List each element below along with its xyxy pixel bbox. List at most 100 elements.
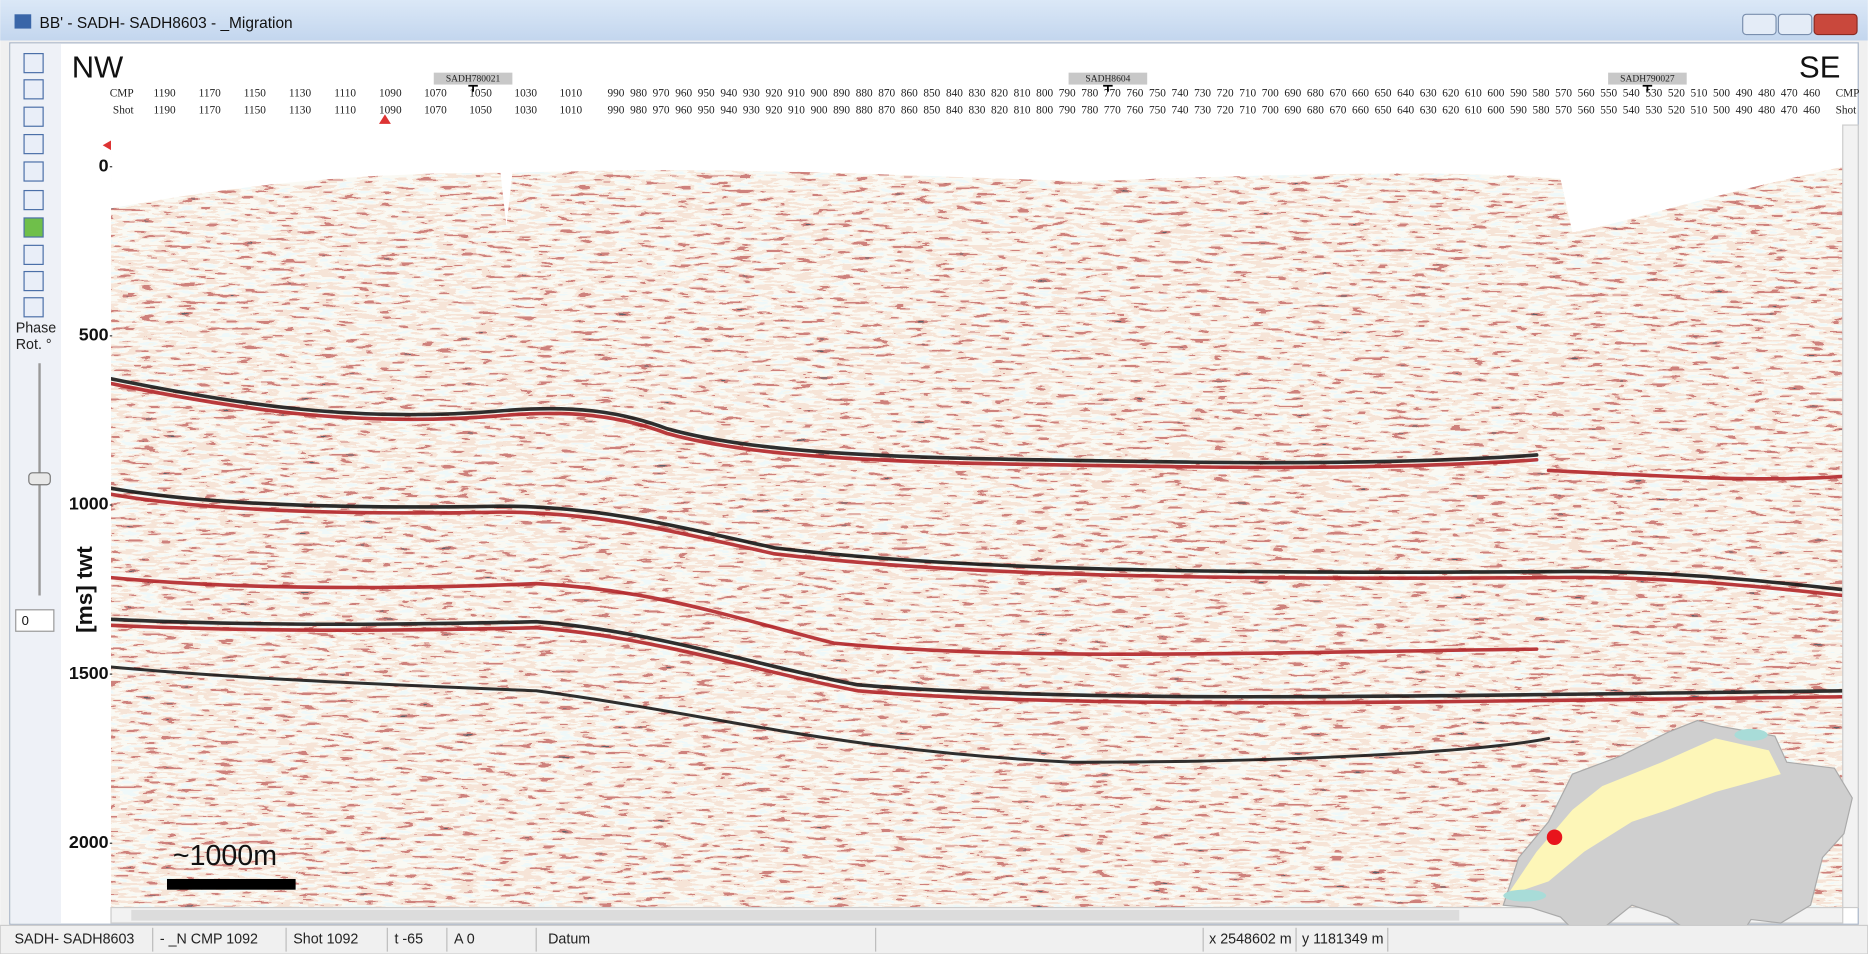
cmp-tick-label: 730 <box>1194 88 1211 100</box>
cmp-tick-label: 1130 <box>289 104 312 116</box>
tool-button[interactable] <box>24 272 43 291</box>
cmp-tick-label: 740 <box>1172 88 1189 100</box>
close-button[interactable] <box>1814 14 1857 34</box>
shot_row-label: Shot <box>113 104 135 116</box>
cmp-tick-label: 570 <box>1555 88 1572 100</box>
cmp-tick-label: 640 <box>1397 88 1414 100</box>
tool-button[interactable] <box>24 54 43 73</box>
well-label: SADH780021 <box>446 74 501 84</box>
phase-value: 0 <box>22 613 29 628</box>
cmp-tick-label: 590 <box>1510 104 1527 116</box>
cmp-tick-label: 1190 <box>154 88 177 100</box>
tool-button[interactable] <box>24 162 43 181</box>
y-tick-label: 500 <box>79 325 109 345</box>
phase-slider-thumb[interactable] <box>29 473 50 485</box>
cmp-tick-label: 700 <box>1262 88 1279 100</box>
scale-bar-label: ~1000m <box>173 840 277 872</box>
cmp-tick-label: 960 <box>675 88 692 100</box>
cmp-tick-label: 490 <box>1736 104 1753 116</box>
cmp-tick-label: 780 <box>1081 88 1098 100</box>
cmp-tick-label: 910 <box>788 104 805 116</box>
cmp-tick-label: 1070 <box>424 104 447 116</box>
cmp-tick-label: 680 <box>1307 88 1324 100</box>
cmp-tick-label: 1130 <box>289 88 312 100</box>
status-bar <box>0 925 1868 954</box>
status-field: Shot 1092 <box>293 931 358 947</box>
cmp-tick-label: 830 <box>969 104 986 116</box>
cmp-tick-label: 630 <box>1420 88 1437 100</box>
cmp-tick-label: 560 <box>1578 88 1595 100</box>
cmp-tick-label: 860 <box>901 88 918 100</box>
cmp-tick-label: 1190 <box>154 104 177 116</box>
cmp-tick-label: 540 <box>1623 104 1640 116</box>
cmp-tick-label: 520 <box>1668 88 1685 100</box>
cmp-tick-label: 950 <box>698 104 715 116</box>
cmp-tick-label: 990 <box>608 88 625 100</box>
cmp-tick-label: 780 <box>1081 104 1098 116</box>
status-field: A 0 <box>454 931 475 947</box>
cmp-tick-label: 980 <box>630 88 647 100</box>
cmp-tick-label: 470 <box>1781 104 1798 116</box>
map-lake <box>1734 729 1767 741</box>
cmp-tick-label: 960 <box>675 104 692 116</box>
cmp-tick-label: 1170 <box>199 88 222 100</box>
cmp-tick-label: 770 <box>1104 104 1121 116</box>
window-controls <box>1743 14 1857 34</box>
tool-button[interactable] <box>24 191 43 210</box>
cmp-tick-label: 830 <box>969 88 986 100</box>
cmp-tick-label: 670 <box>1330 88 1347 100</box>
tool-button[interactable] <box>24 298 43 317</box>
se-label: SE <box>1799 49 1840 84</box>
cmp-tick-label: 730 <box>1194 104 1211 116</box>
map-location-dot <box>1547 830 1562 845</box>
cmp-tick-label: 670 <box>1330 104 1347 116</box>
cmp-tick-label: 850 <box>923 104 940 116</box>
cmp-tick-label: 920 <box>765 88 782 100</box>
tool-button[interactable] <box>24 135 43 154</box>
tool-button[interactable] <box>24 80 43 99</box>
cmp-tick-label: 800 <box>1036 88 1053 100</box>
cmp-tick-label: 930 <box>743 104 760 116</box>
app-window: BB' - SADH- SADH8603 - _Migration Phase … <box>0 0 1868 954</box>
cmp-tick-label: 770 <box>1104 88 1121 100</box>
cmp-tick-label: 870 <box>878 104 895 116</box>
cmp-tick-label: 720 <box>1217 88 1234 100</box>
cmp-tick-label: 940 <box>720 88 737 100</box>
cmp-tick-label: 640 <box>1397 104 1414 116</box>
window-title: BB' - SADH- SADH8603 - _Migration <box>40 15 293 32</box>
y-tick-label: 1500 <box>69 663 109 683</box>
maximize-button[interactable] <box>1778 14 1811 34</box>
cmp-tick-label: 920 <box>765 104 782 116</box>
tool-button[interactable] <box>24 218 43 237</box>
cmp-tick-label: 750 <box>1149 104 1166 116</box>
y-axis-label: [ms] twt <box>72 546 97 633</box>
cmp-tick-label: 900 <box>811 104 828 116</box>
phase-unit: Rot. ° <box>16 337 52 353</box>
cmp-tick-label: 850 <box>923 88 940 100</box>
tool-button[interactable] <box>24 245 43 264</box>
cmp-tick-label: 500 <box>1713 88 1730 100</box>
cmp-tick-label: 700 <box>1262 104 1279 116</box>
cmp-tick-label: 510 <box>1690 104 1707 116</box>
cmp-tick-label: 480 <box>1758 88 1775 100</box>
cmp-tick-label: 760 <box>1126 104 1143 116</box>
y-tick-label: 2000 <box>69 832 109 852</box>
cmp-tick-label: 470 <box>1781 88 1798 100</box>
tool-button[interactable] <box>24 107 43 126</box>
cmp-tick-label: 1010 <box>560 104 583 116</box>
scale-bar <box>167 879 296 890</box>
cmp-tick-label: 610 <box>1465 88 1482 100</box>
cmp-tick-label: 800 <box>1036 104 1053 116</box>
cmp-tick-label: 530 <box>1645 104 1662 116</box>
cmp_row-label: CMP <box>110 88 134 100</box>
cmp-tick-label: 630 <box>1420 104 1437 116</box>
cmp-tick-label: 970 <box>653 88 670 100</box>
cmp-tick-label: 970 <box>653 104 670 116</box>
cmp-tick-label: 790 <box>1059 88 1076 100</box>
scrollbar-thumb[interactable] <box>131 910 1459 921</box>
cmp-tick-label: 990 <box>608 104 625 116</box>
cmp-tick-label: 1150 <box>244 88 267 100</box>
cmp-tick-label: 620 <box>1442 104 1459 116</box>
cmp-tick-label: 660 <box>1352 88 1369 100</box>
minimize-button[interactable] <box>1743 14 1776 34</box>
